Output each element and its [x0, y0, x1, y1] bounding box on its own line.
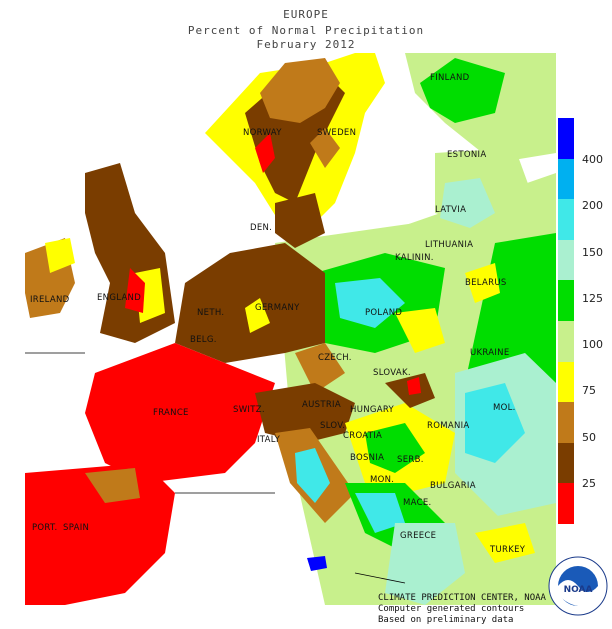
credit-method: Computer generated contours: [378, 604, 525, 614]
label-macedonia: MACE.: [403, 498, 432, 508]
legend-bin-1: [558, 483, 574, 524]
label-moldova: MOL.: [493, 403, 516, 413]
label-latvia: LATVIA: [435, 205, 467, 215]
label-ireland: IRELAND: [30, 295, 70, 305]
label-netherlands: NETH.: [197, 308, 225, 318]
map-region-title: EUROPE: [283, 8, 329, 21]
legend-tick-150: 150: [582, 246, 603, 259]
map-date: February 2012: [256, 38, 356, 51]
label-serbia: SERB.: [397, 455, 424, 465]
label-norway: NORWAY: [243, 128, 282, 138]
label-france: FRANCE: [153, 408, 189, 418]
legend-bin-4: [558, 361, 574, 403]
label-bulgaria: BULGARIA: [430, 481, 476, 491]
legend-bin-5: [558, 321, 574, 362]
label-denmark: DEN.: [250, 223, 273, 233]
label-portugal: PORT.: [32, 523, 58, 533]
precipitation-map: FINLAND NORWAY SWEDEN ESTONIA LATVIA LIT…: [25, 53, 556, 605]
legend-tick-100: 100: [582, 338, 603, 351]
credit-data: Based on preliminary data: [378, 615, 514, 625]
label-finland: FINLAND: [430, 73, 470, 83]
label-italy: ITALY: [257, 435, 281, 445]
legend-bin-8: [558, 199, 574, 240]
label-sweden: SWEDEN: [317, 128, 357, 138]
label-slovakia: SLOVAK.: [373, 368, 411, 378]
label-poland: POLAND: [365, 308, 403, 318]
label-estonia: ESTONIA: [447, 150, 487, 160]
legend-bin-2: [558, 442, 574, 484]
legend-bin-7: [558, 239, 574, 281]
label-croatia: CROATIA: [343, 431, 383, 441]
legend-tick-400: 400: [582, 153, 603, 166]
label-switzerland: SWITZ.: [233, 405, 265, 415]
credit-source: CLIMATE PREDICTION CENTER, NOAA: [378, 593, 546, 603]
label-slovenia: SLOV.: [320, 421, 346, 431]
legend-tick-50: 50: [582, 431, 596, 444]
label-england: ENGLAND: [97, 293, 142, 303]
map-canvas: [25, 53, 556, 605]
label-belarus: BELARUS: [465, 278, 507, 288]
noaa-logo-text: NOAA: [564, 585, 593, 595]
label-montenegro: MON.: [370, 475, 395, 485]
legend-tick-75: 75: [582, 384, 596, 397]
label-bosnia: BOSNIA: [350, 453, 385, 463]
label-ukraine: UKRAINE: [470, 348, 510, 358]
legend-bin-6: [558, 280, 574, 321]
label-spain: SPAIN: [63, 523, 90, 533]
legend-bin-9: [558, 158, 574, 200]
label-romania: ROMANIA: [427, 421, 470, 431]
label-hungary: HUNGARY: [350, 405, 395, 415]
label-lithuania: LITHUANIA: [425, 240, 474, 250]
noaa-logo: NOAA: [548, 556, 608, 616]
label-germany: GERMANY: [255, 303, 300, 313]
label-greece: GREECE: [400, 531, 437, 541]
legend-tick-125: 125: [582, 292, 603, 305]
legend-tick-200: 200: [582, 199, 603, 212]
legend-tick-25: 25: [582, 477, 596, 490]
label-czech: CZECH.: [318, 353, 352, 363]
label-belgium: BELG.: [190, 335, 217, 345]
legend-bin-3: [558, 402, 574, 443]
label-turkey: TURKEY: [490, 545, 526, 555]
color-scale-legend: [558, 118, 574, 524]
label-austria: AUSTRIA: [302, 400, 341, 410]
map-subtitle: Percent of Normal Precipitation: [187, 24, 425, 37]
label-kaliningrad: KALININ.: [395, 253, 434, 263]
legend-bin-10: [558, 118, 574, 159]
